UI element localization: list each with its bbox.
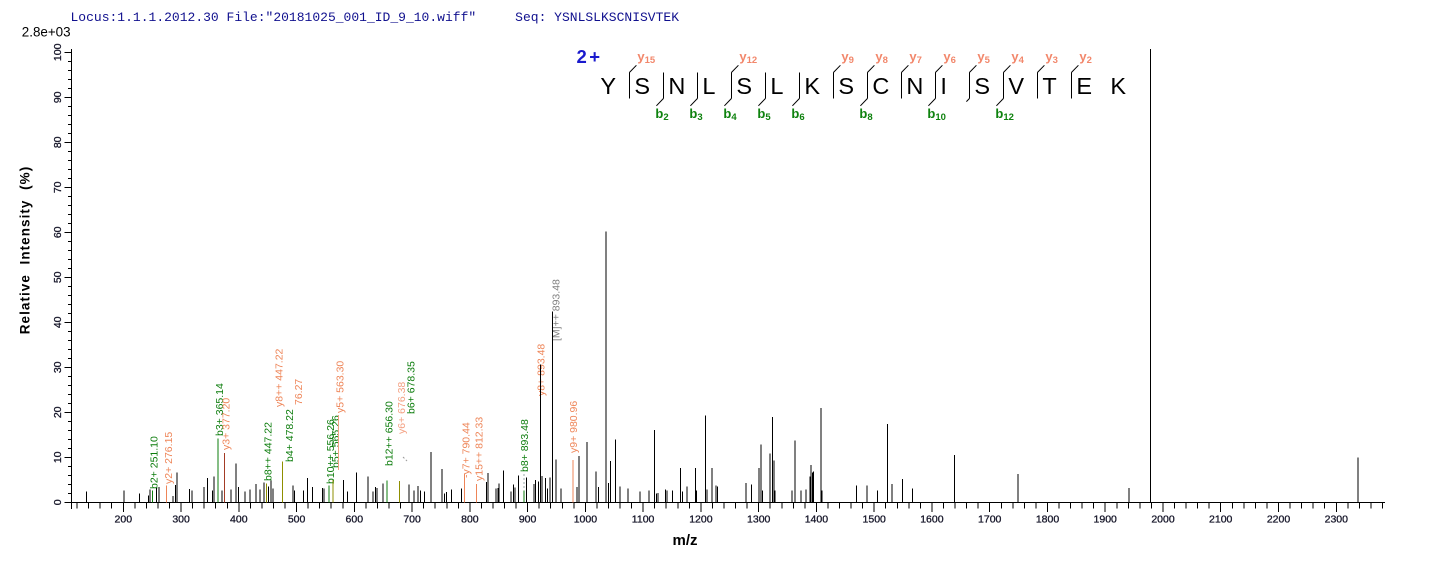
svg-text:2+: 2+ [577, 46, 601, 67]
svg-text:1900: 1900 [1094, 514, 1118, 526]
svg-text:1400: 1400 [805, 514, 829, 526]
svg-text:b6: b6 [791, 106, 804, 123]
svg-text:1600: 1600 [920, 514, 944, 526]
svg-text:S: S [634, 73, 650, 99]
svg-text:[M]++ 893.48: [M]++ 893.48 [551, 279, 563, 341]
svg-text:b4: b4 [723, 106, 737, 123]
svg-text:y6+ 676.38: y6+ 676.38 [396, 382, 408, 434]
svg-text:y9+ 980.96: y9+ 980.96 [568, 401, 580, 453]
svg-text:76.27: 76.27 [293, 379, 305, 405]
svg-text:b10: b10 [927, 106, 946, 123]
svg-text:600: 600 [346, 514, 364, 526]
svg-text:Y: Y [600, 73, 616, 99]
svg-text:-y7+ 790.44: -y7+ 790.44 [460, 422, 472, 478]
svg-text:100: 100 [52, 43, 64, 61]
svg-text:L: L [770, 73, 783, 99]
svg-text:Locus:1.1.1.2012.30 File:"2018: Locus:1.1.1.2012.30 File:"20181025_001_I… [71, 10, 680, 25]
svg-text:y9: y9 [841, 49, 854, 66]
svg-text:700: 700 [403, 514, 421, 526]
svg-text:y4: y4 [1011, 49, 1024, 66]
svg-text:70: 70 [52, 181, 64, 193]
svg-text:y2: y2 [1079, 49, 1092, 66]
svg-text:10: 10 [52, 451, 64, 463]
svg-text:40: 40 [52, 316, 64, 328]
svg-text:K: K [804, 73, 820, 99]
svg-text:400: 400 [230, 514, 248, 526]
svg-text:2100: 2100 [1209, 514, 1233, 526]
svg-text:1100: 1100 [632, 514, 655, 526]
svg-text:20: 20 [52, 406, 64, 418]
svg-text:S: S [974, 73, 990, 99]
svg-text:30: 30 [52, 361, 64, 373]
svg-text:1000: 1000 [574, 514, 598, 526]
svg-text:y6: y6 [943, 49, 956, 66]
svg-text:T: T [1042, 73, 1056, 99]
svg-text:900: 900 [519, 514, 537, 526]
svg-text:C: C [872, 73, 889, 99]
svg-text:K: K [1110, 73, 1126, 99]
svg-text:V: V [1008, 73, 1024, 99]
svg-text:b8: b8 [859, 106, 872, 123]
svg-text:b10++ 556.26: b10++ 556.26 [325, 419, 337, 484]
svg-text:y7: y7 [909, 49, 922, 66]
svg-text:m/z: m/z [672, 532, 697, 549]
svg-text:50: 50 [52, 271, 64, 283]
svg-text:y8++ 447.22: y8++ 447.22 [273, 348, 285, 407]
svg-text:y5: y5 [977, 49, 990, 66]
svg-text:1700: 1700 [978, 514, 1002, 526]
svg-text:y8: y8 [875, 49, 888, 66]
svg-text:b12: b12 [995, 106, 1014, 123]
svg-text:80: 80 [52, 136, 64, 148]
svg-text:60: 60 [52, 226, 64, 238]
svg-text:y15: y15 [637, 49, 656, 66]
svg-text:b12++ 656.30: b12++ 656.30 [383, 401, 395, 466]
svg-text:2200: 2200 [1267, 514, 1291, 526]
svg-text:b8++ 447.22: b8++ 447.22 [262, 422, 274, 481]
svg-text:Relative Intensity (%): Relative Intensity (%) [18, 166, 33, 335]
svg-text:800: 800 [461, 514, 479, 526]
svg-text:2300: 2300 [1325, 514, 1349, 526]
svg-text:2.8e+03: 2.8e+03 [22, 25, 71, 40]
svg-text:b6+ 678.35: b6+ 678.35 [405, 361, 417, 414]
svg-text:y3+ 377.20: y3+ 377.20 [220, 398, 232, 450]
svg-text:200: 200 [115, 514, 133, 526]
svg-text:I: I [940, 73, 947, 99]
svg-text:b2: b2 [655, 106, 668, 123]
svg-text:b8+ 893.48: b8+ 893.48 [519, 419, 531, 472]
svg-text:E: E [1076, 73, 1092, 99]
svg-text:0: 0 [52, 499, 64, 505]
svg-text:N: N [668, 73, 685, 99]
svg-text:S: S [736, 73, 752, 99]
svg-text:b5+ 565.26: b5+ 565.26 [330, 415, 342, 468]
svg-text:y3: y3 [1045, 49, 1058, 66]
svg-text:b5: b5 [757, 106, 771, 123]
svg-text:b4+ 478.22: b4+ 478.22 [284, 409, 296, 462]
svg-text:2000: 2000 [1151, 514, 1175, 526]
svg-text:1300: 1300 [747, 514, 771, 526]
svg-text:S: S [838, 73, 854, 99]
svg-text:500: 500 [288, 514, 306, 526]
svg-text:y8+ 893.48: y8+ 893.48 [536, 344, 548, 396]
svg-text:1500: 1500 [863, 514, 887, 526]
svg-text:b3+ 365.14: b3+ 365.14 [214, 383, 226, 436]
svg-text:y12: y12 [739, 49, 757, 66]
svg-text:90: 90 [52, 91, 64, 103]
svg-text:y2+ 276.15: y2+ 276.15 [163, 432, 175, 484]
svg-text:L: L [702, 73, 715, 99]
svg-text:300: 300 [172, 514, 190, 526]
svg-text:b2+ 251.10: b2+ 251.10 [149, 436, 161, 489]
svg-text:1800: 1800 [1036, 514, 1060, 526]
svg-text:b3: b3 [689, 106, 702, 123]
svg-text:y15++ 812.33: y15++ 812.33 [474, 417, 486, 481]
svg-text:y5+ 563.30: y5+ 563.30 [334, 361, 346, 413]
svg-text:N: N [906, 73, 923, 99]
svg-text:1200: 1200 [689, 514, 713, 526]
